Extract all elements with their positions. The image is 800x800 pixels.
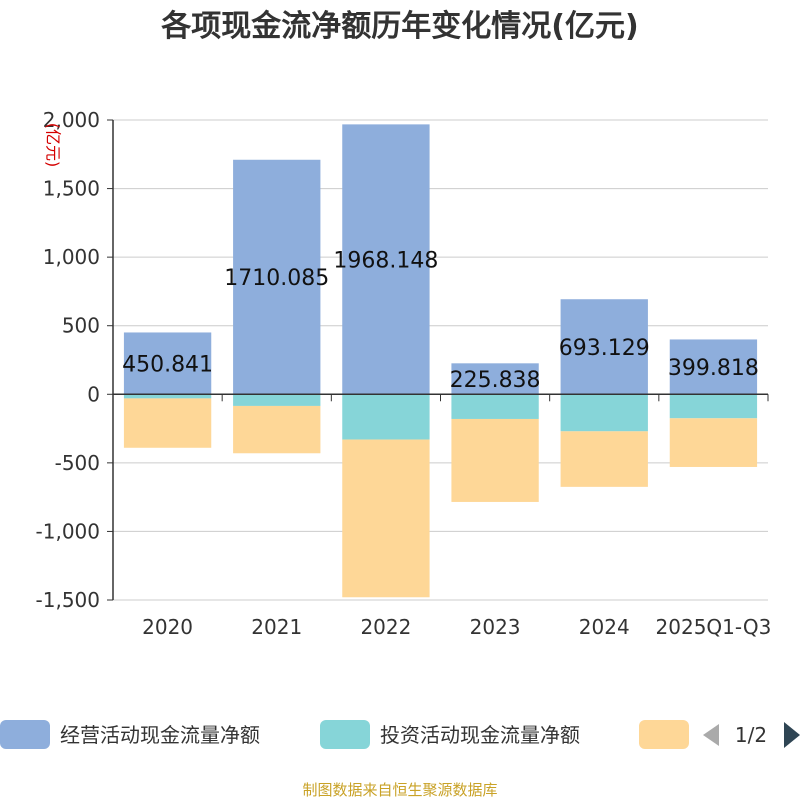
bar-series-2-2023[interactable]: [451, 394, 539, 419]
bar-series-2-2022[interactable]: [342, 394, 430, 440]
y-tick-label: 500: [62, 314, 100, 338]
bar-series-2-2021[interactable]: [233, 394, 321, 406]
y-tick-label: -1,500: [36, 588, 100, 612]
legend-swatch[interactable]: [320, 720, 370, 749]
data-label: 1710.085: [224, 266, 329, 291]
x-tick-label: 2025Q1-Q3: [656, 615, 772, 639]
y-axis-unit: (亿元): [44, 123, 63, 168]
y-tick-labels: -1,500 -1,000 -500 0 500 1,000 1,500 2,000: [36, 108, 100, 612]
pager-prev-icon[interactable]: [703, 724, 719, 746]
bar-series-2-2024[interactable]: [560, 394, 648, 432]
data-label: 1968.148: [333, 248, 438, 273]
axes: [112, 120, 769, 600]
chart-title: 各项现金流净额历年变化情况(亿元): [160, 9, 638, 44]
y-tick-label: 1,500: [43, 177, 100, 201]
y-tick-label: -1,000: [36, 519, 100, 543]
legend-swatch[interactable]: [0, 720, 50, 749]
x-tick-label: 2024: [579, 615, 630, 639]
bar-series-3-2025Q1-Q3[interactable]: [669, 418, 758, 467]
pager-label: 1/2: [735, 723, 767, 747]
x-tick-label: 2020: [142, 615, 193, 639]
bar-group: [123, 124, 758, 598]
legend-label[interactable]: 经营活动现金流量净额: [60, 723, 260, 747]
x-tick-label: 2021: [251, 615, 302, 639]
x-tick-label: 2023: [470, 615, 521, 639]
legend-label[interactable]: 投资活动现金流量净额: [380, 723, 580, 747]
pager-next-icon[interactable]: [784, 722, 800, 748]
y-tick-label: 2,000: [43, 108, 100, 132]
x-tick-label: 2022: [360, 615, 411, 639]
legend-swatch[interactable]: [639, 720, 689, 749]
y-tick-label: 1,000: [43, 245, 100, 269]
bar-series-3-2022[interactable]: [342, 439, 430, 598]
y-tick-label: -500: [55, 451, 100, 475]
data-label: 225.838: [450, 368, 541, 393]
bar-series-2-2025Q1-Q3[interactable]: [669, 394, 758, 419]
bar-series-1-2025Q1-Q3[interactable]: [669, 339, 758, 395]
legend-pager: 1/2: [703, 722, 800, 748]
bar-series-1-2023[interactable]: [451, 363, 539, 395]
bar-series-3-2024[interactable]: [560, 431, 648, 487]
bar-series-3-2023[interactable]: [451, 418, 539, 502]
source-note: 制图数据来自恒生聚源数据库: [302, 781, 497, 799]
bar-series-1-2021[interactable]: [233, 159, 321, 395]
data-label: 450.841: [122, 352, 213, 377]
bar-series-1-2020[interactable]: [123, 332, 212, 395]
y-tick-label: 0: [87, 382, 100, 406]
x-tick-labels: 2020 2021 2022 2023 2024 2025Q1-Q3: [142, 615, 771, 639]
data-label: 693.129: [559, 336, 650, 361]
bar-series-3-2020[interactable]: [123, 398, 212, 448]
bar-series-1-2024[interactable]: [560, 299, 648, 395]
bar-series-3-2021[interactable]: [233, 405, 321, 454]
legend: 经营活动现金流量净额 投资活动现金流量净额: [0, 720, 689, 749]
bar-series-2-2020[interactable]: [123, 394, 212, 399]
data-label: 399.818: [668, 356, 759, 381]
bar-series-1-2022[interactable]: [342, 124, 430, 395]
